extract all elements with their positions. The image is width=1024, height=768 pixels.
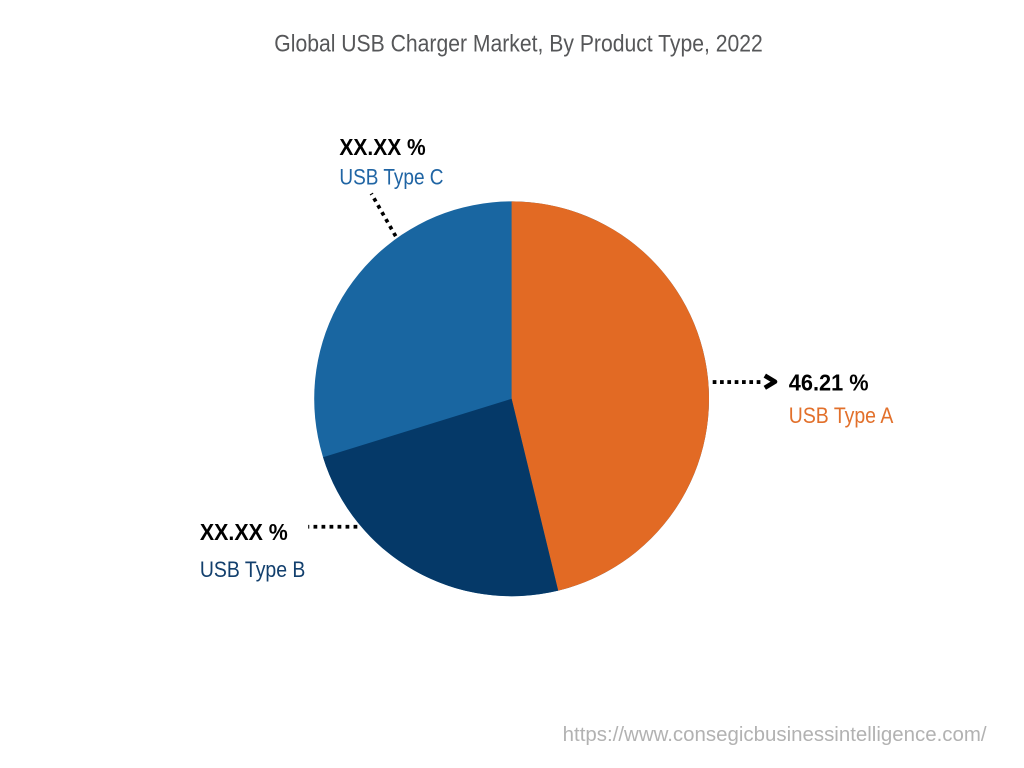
svg-text:USB Type B: USB Type B xyxy=(200,557,306,582)
svg-text:XX.XX %: XX.XX % xyxy=(200,519,288,545)
svg-text:USB Type A: USB Type A xyxy=(789,403,894,428)
svg-text:Global USB Charger Market, By: Global USB Charger Market, By Product Ty… xyxy=(274,31,763,58)
svg-text:XX.XX %: XX.XX % xyxy=(339,134,425,160)
svg-text:46.21 %: 46.21 % xyxy=(789,369,869,395)
svg-text:USB Type C: USB Type C xyxy=(339,165,443,190)
svg-text:https://www.consegicbusinessin: https://www.consegicbusinessintelligence… xyxy=(563,724,987,746)
